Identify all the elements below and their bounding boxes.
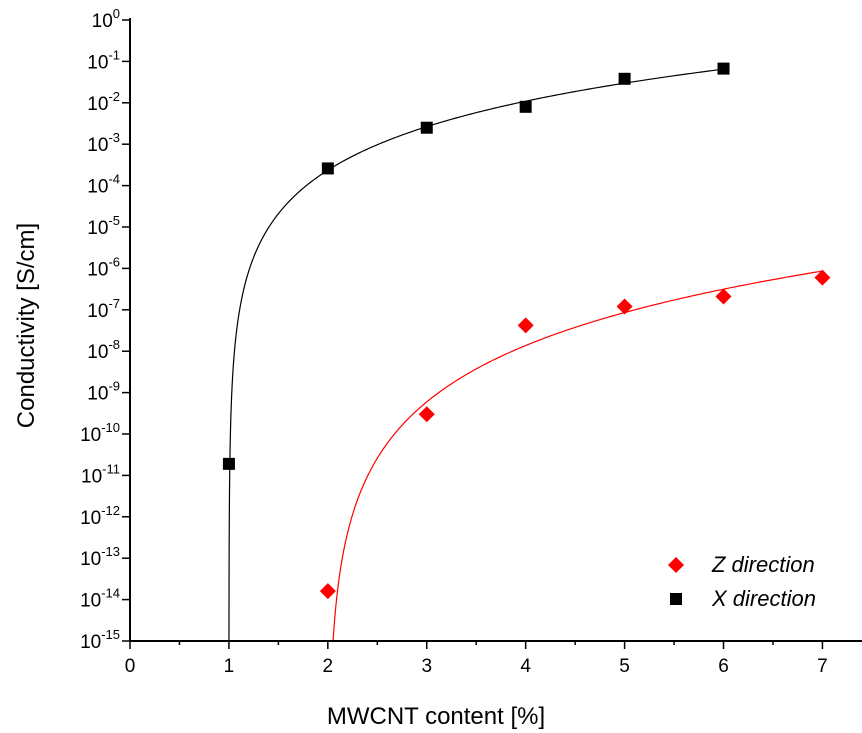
- x-tick-label: 4: [520, 656, 531, 677]
- legend-label: Z direction: [711, 552, 815, 577]
- x-direction-point: [321, 162, 334, 175]
- legend: Z direction X direction: [668, 552, 816, 611]
- y-tick-label: 10-1: [87, 47, 120, 73]
- y-tick-label: 10-2: [87, 89, 120, 115]
- y-tick-label: 10-8: [87, 337, 120, 363]
- y-tick-label: 10-6: [87, 254, 120, 280]
- y-tick-label: 10-5: [87, 213, 120, 239]
- legend-marker: [670, 593, 682, 605]
- z-direction-point: [418, 406, 435, 423]
- y-tick-label: 10-11: [81, 461, 120, 487]
- y-axis-title: Conductivity [S/cm]: [13, 223, 40, 428]
- x-direction-point: [519, 100, 532, 113]
- y-tick-label: 10-3: [87, 130, 120, 156]
- y-tick-label: 10-4: [87, 172, 120, 198]
- y-tick-label: 10-7: [87, 296, 120, 322]
- z-direction-point: [616, 298, 633, 315]
- z-direction-point: [319, 583, 336, 600]
- x-axis-title: MWCNT content [%]: [327, 703, 545, 730]
- legend-label: X direction: [711, 586, 816, 611]
- z-direction-point: [517, 317, 534, 334]
- x-tick-label: 0: [125, 656, 136, 677]
- y-tick-label: 10-10: [80, 420, 120, 446]
- x-tick-label: 6: [718, 656, 729, 677]
- legend-marker: [668, 557, 684, 573]
- y-tick-label: 10-9: [87, 379, 120, 405]
- data-markers: [222, 62, 831, 600]
- fit-curve: [228, 68, 724, 642]
- x-direction-point: [222, 457, 235, 470]
- x-direction-point: [618, 72, 631, 85]
- x-direction-point: [420, 121, 433, 134]
- z-direction-point: [814, 269, 831, 286]
- y-tick-label: 10-13: [80, 544, 120, 570]
- x-tick-label: 1: [224, 656, 235, 677]
- y-tick-label: 10-15: [80, 627, 120, 653]
- axes: 0 1 2 3 4 5 6 7 100 10-1 10-2 10-3 10-4 10-5 10-6 10-7 1…: [80, 6, 862, 677]
- x-tick-label: 5: [619, 656, 630, 677]
- z-direction-point: [715, 288, 732, 305]
- y-tick-label: 10-14: [80, 586, 120, 612]
- x-tick-label: 7: [817, 656, 828, 677]
- x-tick-label: 2: [323, 656, 334, 677]
- y-tick-label: 100: [92, 6, 120, 32]
- x-tick-label: 3: [421, 656, 432, 677]
- y-tick-label: 10-12: [80, 503, 120, 529]
- x-direction-point: [717, 62, 730, 75]
